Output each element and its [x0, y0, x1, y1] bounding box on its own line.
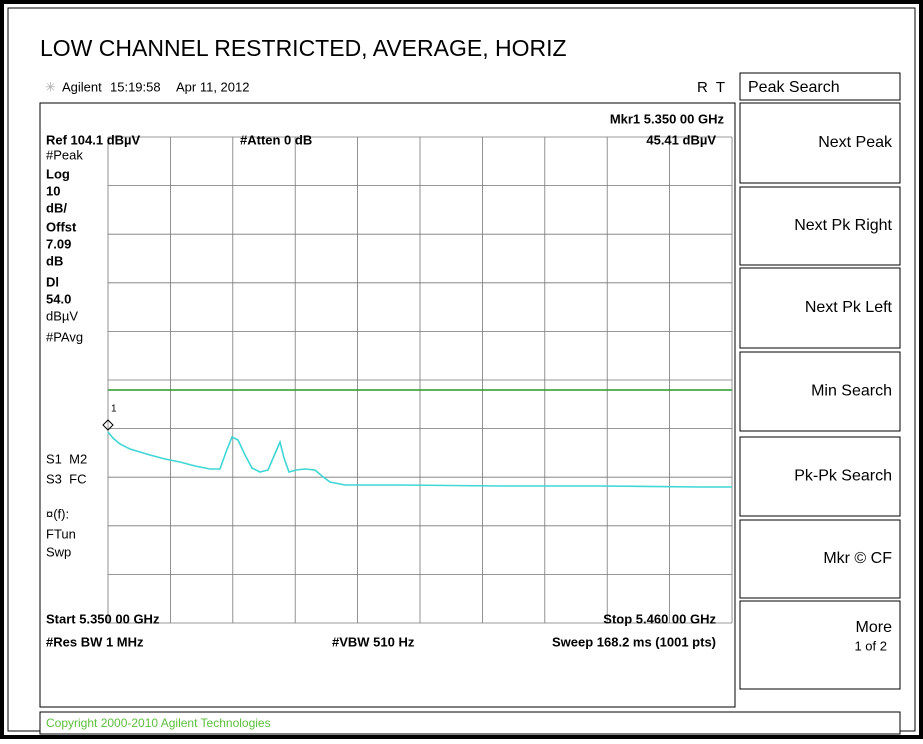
- header: ✳ Agilent 15:19:58 Apr 11, 2012 R T: [45, 79, 725, 96]
- label-bg: [41, 545, 93, 561]
- softkey-sublabel: 1 of 2: [854, 638, 887, 653]
- softkey[interactable]: [739, 600, 901, 690]
- label-bg: [41, 309, 93, 325]
- marker-label: 1: [111, 404, 117, 415]
- menu-title: Peak Search: [748, 79, 840, 96]
- left-labels: #Peak Log 10 dB/Offst 7.09 dB Dl 54.0 dBµV #PAvg S…: [41, 147, 93, 561]
- side-label: dB: [46, 253, 63, 268]
- softkey-label: Pk-Pk Search: [794, 468, 892, 485]
- label-bg: [41, 472, 93, 488]
- time: 15:19:58: [110, 79, 161, 94]
- brand: Agilent: [62, 79, 102, 94]
- softkey-label: More: [856, 619, 893, 636]
- side-label: dB/: [46, 200, 67, 215]
- vbw: #VBW 510 Hz: [332, 634, 415, 649]
- status-text: Copyright 2000-2010 Agilent Technologies: [46, 716, 271, 730]
- softkey-label: Mkr © CF: [823, 550, 892, 567]
- side-label: #Peak: [46, 147, 83, 162]
- side-label: FTun: [46, 526, 76, 541]
- side-label: Dl: [46, 274, 59, 289]
- label-bg: [41, 527, 93, 543]
- label-bg: [41, 167, 93, 183]
- label-bg: [41, 292, 93, 308]
- marker-level: 45.41 dBµV: [646, 132, 716, 147]
- side-label: ¤(f):: [46, 506, 69, 521]
- side-label: Swp: [46, 544, 71, 559]
- side-label: Offst: [46, 219, 77, 234]
- display: [39, 102, 736, 708]
- label-bg: [41, 184, 93, 200]
- softkey[interactable]: [739, 436, 901, 517]
- softkey[interactable]: [739, 186, 901, 266]
- menu-title-box: [739, 72, 901, 101]
- marker: [102, 419, 114, 431]
- label-bg: [41, 254, 93, 270]
- label-bg: [41, 452, 93, 468]
- side-label: 7.09: [46, 236, 71, 251]
- side-label: 10: [46, 183, 60, 198]
- softkey-label: Next Pk Right: [794, 217, 892, 234]
- softkey[interactable]: [739, 351, 901, 432]
- label-bg: [41, 237, 93, 253]
- label-bg: [41, 201, 93, 217]
- label-bg: [41, 507, 93, 523]
- label-bg: [41, 148, 93, 164]
- logo: ✳: [45, 79, 56, 94]
- stop-freq: Stop 5.460 00 GHz: [603, 611, 716, 626]
- flags: R T: [697, 79, 725, 96]
- softkey[interactable]: [739, 267, 901, 349]
- trace: [107, 431, 732, 488]
- softkey[interactable]: [739, 519, 901, 599]
- softkey-label: Min Search: [811, 383, 892, 400]
- label-bg: [41, 275, 93, 291]
- rbw: #Res BW 1 MHz: [46, 634, 144, 649]
- side-label: #PAvg: [46, 329, 83, 344]
- status-bar: [39, 711, 901, 735]
- start-freq: Start 5.350 00 GHz: [46, 611, 160, 626]
- marker-readout: Mkr1 5.350 00 GHz: [610, 111, 725, 126]
- label-bg: [41, 330, 93, 346]
- attenuation: #Atten 0 dB: [240, 132, 312, 147]
- softkey-label: Next Pk Left: [805, 299, 893, 316]
- side-label: dBµV: [46, 308, 78, 323]
- sweep: Sweep 168.2 ms (1001 pts): [552, 634, 716, 649]
- side-label: Log: [46, 166, 70, 181]
- softkeys: Next Peak Next Pk Right Next Pk Left Min Se…: [739, 102, 901, 690]
- side-label: 54.0: [46, 291, 71, 306]
- ref-level: Ref 104.1 dBµV: [46, 132, 141, 147]
- date: Apr 11, 2012: [176, 79, 249, 94]
- side-label: S3 FC: [46, 471, 86, 486]
- softkey[interactable]: [739, 102, 901, 184]
- title: LOW CHANNEL RESTRICTED, AVERAGE, HORIZ: [40, 35, 567, 61]
- grid: [107, 136, 733, 624]
- side-label: S1 M2: [46, 451, 87, 466]
- label-bg: [41, 220, 93, 236]
- softkey-label: Next Peak: [818, 134, 893, 151]
